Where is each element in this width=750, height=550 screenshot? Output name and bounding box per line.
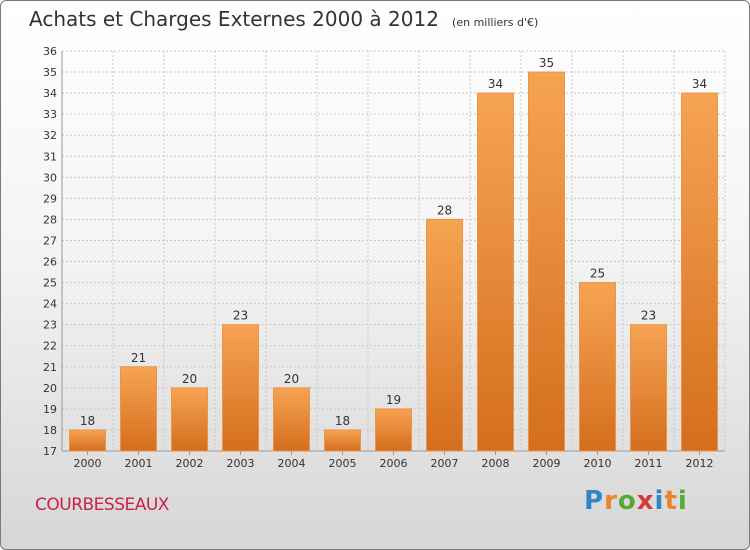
bar: [528, 71, 565, 452]
bar-value-label: 20: [284, 372, 299, 386]
logo-letter: x: [636, 486, 655, 516]
bar-value-label: 34: [488, 77, 503, 91]
chart-unit: (en milliers d'€): [452, 16, 539, 29]
bar-value-label: 18: [335, 414, 350, 428]
bar: [120, 366, 157, 452]
bar: [273, 387, 310, 452]
bar-value-label: 34: [692, 77, 707, 91]
x-tick-label: 2006: [380, 457, 408, 470]
y-tick-label: 17: [43, 445, 57, 458]
bar: [324, 429, 361, 452]
bar: [171, 387, 208, 452]
y-tick-label: 33: [43, 108, 57, 121]
y-tick-label: 27: [43, 234, 57, 247]
y-tick-label: 31: [43, 150, 57, 163]
logo-letter: r: [604, 486, 618, 516]
bar-value-label: 18: [80, 414, 95, 428]
bar-value-label: 25: [590, 267, 605, 281]
bar: [222, 324, 259, 452]
bar: [375, 408, 412, 452]
x-tick-label: 2007: [431, 457, 459, 470]
y-tick-label: 30: [43, 171, 57, 184]
bar: [681, 92, 718, 452]
commune-name: COURBESSEAUX: [35, 495, 169, 515]
y-tick-label: 26: [43, 256, 57, 269]
x-tick-label: 2002: [176, 457, 204, 470]
x-tick-label: 2009: [533, 457, 561, 470]
x-tick-label: 2008: [482, 457, 510, 470]
y-tick-label: 36: [43, 45, 57, 58]
y-tick-label: 29: [43, 192, 57, 205]
y-tick-label: 18: [43, 424, 57, 437]
x-tick-label: 2004: [278, 457, 306, 470]
title-row: Achats et Charges Externes 2000 à 2012 (…: [29, 7, 538, 31]
y-tick-label: 20: [43, 382, 57, 395]
bar-value-label: 21: [131, 351, 146, 365]
logo-letter: P: [584, 486, 605, 516]
bar-value-label: 28: [437, 203, 452, 217]
bar-value-label: 23: [641, 309, 656, 323]
y-tick-label: 24: [43, 298, 57, 311]
x-tick-label: 2012: [686, 457, 714, 470]
x-tick-label: 2005: [329, 457, 357, 470]
bar-value-label: 35: [539, 56, 554, 70]
bar: [426, 218, 463, 452]
bar-value-label: 19: [386, 393, 401, 407]
x-tick-label: 2011: [635, 457, 663, 470]
y-tick-label: 32: [43, 129, 57, 142]
bar: [69, 429, 106, 452]
bar: [579, 282, 616, 452]
x-tick-label: 2010: [584, 457, 612, 470]
x-tick-label: 2000: [74, 457, 102, 470]
y-tick-label: 19: [43, 403, 57, 416]
chart-title: Achats et Charges Externes 2000 à 2012: [29, 7, 439, 31]
x-tick-label: 2001: [125, 457, 153, 470]
logo-letter: i: [654, 486, 665, 516]
y-tick-label: 21: [43, 361, 57, 374]
x-tick-label: 2003: [227, 457, 255, 470]
logo-letter: i: [677, 486, 688, 516]
y-tick-label: 25: [43, 277, 57, 290]
y-tick-label: 23: [43, 319, 57, 332]
proxiti-logo: Proxiti: [584, 486, 688, 516]
y-tick-label: 34: [43, 87, 57, 100]
y-tick-label: 22: [43, 340, 57, 353]
y-tick-label: 35: [43, 66, 57, 79]
bar: [630, 324, 667, 452]
bar-value-label: 20: [182, 372, 197, 386]
y-tick-label: 28: [43, 213, 57, 226]
bar: [477, 92, 514, 452]
logo-letter: t: [664, 486, 678, 516]
logo-letter: o: [617, 486, 637, 516]
bar-value-label: 23: [233, 309, 248, 323]
